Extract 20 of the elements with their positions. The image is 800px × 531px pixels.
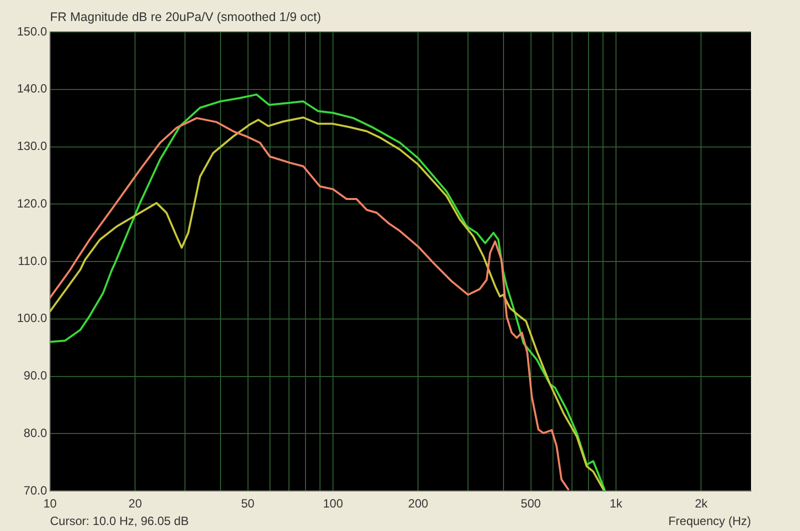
y-tick-label: 110.0 <box>18 254 48 268</box>
x-tick-label: 10 <box>43 496 57 511</box>
y-tick-label: 120.0 <box>16 196 48 210</box>
y-tick-label: 70.0 <box>24 483 48 498</box>
x-tick-label: 2k <box>694 496 708 511</box>
y-tick-label: 80.0 <box>24 426 48 440</box>
x-tick-label: 20 <box>128 496 142 511</box>
y-tick-label: 90.0 <box>24 368 48 383</box>
x-tick-label: 500 <box>520 496 542 511</box>
x-axis-title: Frequency (Hz) <box>668 514 751 528</box>
x-tick-label: 200 <box>408 496 429 511</box>
text: Cursor: 10.0 Hz, 96.05 dB <box>50 514 189 528</box>
y-tick-label: 140.0 <box>16 82 48 96</box>
y-tick-label: 130.0 <box>16 139 48 154</box>
chart-title: FR Magnitude dB re 20uPa/V (smoothed 1/9 oct) <box>50 10 321 24</box>
y-tick-label: 100.0 <box>16 311 48 326</box>
y-tick-label: 150.0 <box>16 24 48 38</box>
x-tick-label: 1k <box>610 496 624 511</box>
x-tick-label: 100 <box>322 496 344 511</box>
x-tick-label: 50 <box>241 496 255 511</box>
